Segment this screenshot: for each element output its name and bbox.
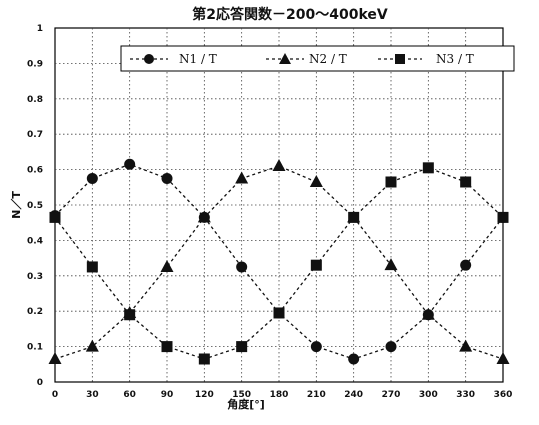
- data-point-series-2: [384, 258, 398, 271]
- data-point-series-1: [86, 172, 98, 184]
- legend-n3-marker: [395, 54, 405, 64]
- y-tick-label: 0.4: [27, 236, 43, 246]
- data-point-series-3: [161, 341, 173, 353]
- data-point-series-2: [272, 159, 286, 172]
- y-tick-labels: 0 0.1 0.2 0.3 0.4 0.5 0.6 0.7 0.8 0.9 1: [27, 24, 43, 388]
- x-tick-label: 240: [344, 390, 363, 400]
- data-point-series-3: [198, 353, 210, 365]
- x-tick-labels: 0 30 60 90 120 150 180 210 240 270 300 330 360: [52, 390, 513, 400]
- x-tick-label: 180: [270, 390, 289, 400]
- data-point-series-2: [160, 259, 174, 272]
- y-tick-label: 1: [37, 24, 43, 34]
- data-point-series-2: [235, 171, 249, 184]
- data-point-series-3: [422, 162, 434, 174]
- y-tick-label: 0.6: [27, 166, 43, 176]
- y-tick-label: 0.8: [27, 95, 43, 105]
- data-point-series-2: [197, 210, 211, 223]
- data-point-series-1: [236, 261, 248, 273]
- x-tick-label: 30: [86, 390, 99, 400]
- y-tick-label: 0: [37, 378, 43, 388]
- chart-title: 第2応答関数－200～400keV: [192, 6, 388, 23]
- x-axis-label: 角度[°]: [227, 397, 265, 411]
- series-line-2: [54, 165, 504, 360]
- data-point-series-1: [348, 353, 360, 365]
- legend-n2-label: N2 / T: [309, 52, 347, 66]
- x-tick-label: 150: [232, 390, 251, 400]
- data-point-series-1: [161, 172, 173, 184]
- y-tick-label: 0.5: [27, 201, 43, 211]
- data-point-series-2: [48, 351, 62, 364]
- data-point-series-3: [49, 211, 61, 223]
- y-tick-label: 0.3: [27, 272, 43, 282]
- x-tick-label: 0: [52, 390, 58, 400]
- x-tick-label: 90: [161, 390, 174, 400]
- data-point-series-1: [385, 341, 397, 353]
- data-point-series-3: [236, 341, 248, 353]
- data-point-series-1: [310, 341, 322, 353]
- x-tick-label: 120: [195, 390, 214, 400]
- data-point-series-3: [348, 211, 360, 223]
- y-tick-label: 0.7: [27, 130, 43, 140]
- data-point-series-3: [497, 211, 509, 223]
- data-point-series-3: [86, 261, 98, 273]
- x-tick-label: 300: [419, 390, 438, 400]
- legend-n1-marker: [144, 54, 154, 64]
- x-tick-label: 360: [494, 390, 513, 400]
- x-tick-label: 330: [456, 390, 475, 400]
- data-point-series-3: [124, 309, 136, 321]
- legend: N1 / T N2 / T N3 / T: [120, 45, 515, 72]
- data-point-series-1: [460, 259, 472, 271]
- legend-n1-label: N1 / T: [179, 52, 217, 66]
- y-tick-label: 0.9: [27, 59, 43, 69]
- data-point-series-3: [385, 176, 397, 188]
- legend-n3-label: N3 / T: [436, 52, 474, 66]
- series-group: [48, 158, 510, 365]
- data-point-series-2: [459, 339, 473, 352]
- grid: [55, 28, 503, 382]
- legend-box: [120, 45, 515, 72]
- y-tick-label: 0.2: [27, 307, 43, 317]
- legend-n2-marker: [279, 53, 291, 64]
- y-tick-label: 0.1: [27, 343, 43, 353]
- data-point-series-3: [460, 176, 472, 188]
- x-tick-label: 60: [123, 390, 136, 400]
- y-axis-label: N／T: [10, 191, 23, 219]
- data-point-series-2: [496, 351, 510, 364]
- data-point-series-2: [421, 307, 435, 320]
- data-point-series-3: [310, 259, 322, 271]
- x-tick-label: 210: [307, 390, 326, 400]
- data-point-series-2: [309, 174, 323, 187]
- data-point-series-3: [273, 307, 285, 319]
- data-point-series-2: [85, 339, 99, 352]
- x-tick-label: 270: [382, 390, 401, 400]
- data-point-series-1: [124, 158, 136, 170]
